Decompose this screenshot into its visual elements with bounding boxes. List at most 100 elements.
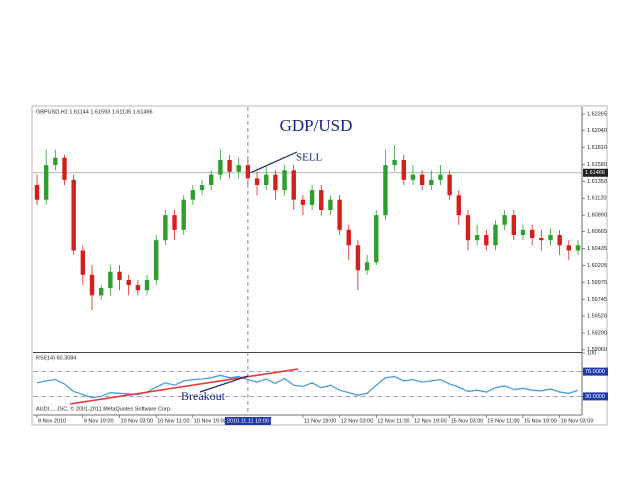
x-tick-label: 12 Nov 19:00 — [414, 418, 447, 424]
breakout-line — [199, 375, 249, 393]
candle-body — [71, 179, 76, 251]
candle-body — [529, 229, 535, 238]
candle-body — [410, 174, 416, 180]
trend-line — [69, 368, 299, 405]
candle-body — [282, 170, 287, 191]
y-tick-label: 1.60205 — [587, 263, 607, 269]
y-tick-label: 1.62040 — [587, 128, 607, 134]
sell-annotation: SELL — [296, 152, 323, 164]
candle-body — [575, 245, 581, 251]
candle-body — [337, 199, 342, 230]
y-tick-label: 1.60435 — [587, 246, 607, 252]
candle-body — [502, 215, 507, 225]
candle-body — [181, 199, 186, 230]
x-tick-label: 15 Nov 19:00 — [524, 418, 557, 424]
candle-body — [89, 274, 95, 296]
candle-body — [511, 215, 517, 236]
x-tick-label: 11 Nov 19:00 — [304, 418, 336, 424]
candle-body — [43, 165, 49, 200]
candle-body — [227, 159, 232, 172]
candle-body — [190, 190, 196, 200]
candle-body — [374, 215, 379, 263]
x-tick-label: 8 Nov 2010 — [38, 418, 66, 424]
candle-body — [291, 170, 296, 200]
candle-body — [264, 174, 269, 185]
chart-header: GBPUSD,H1 1.61144 1.61593 1.61135 1.6146… — [36, 109, 153, 115]
candle-body — [300, 199, 306, 205]
chart-title: GDP/USD — [280, 116, 353, 135]
x-tick-label: 12 Nov 11:00 — [377, 418, 409, 424]
candle-body — [209, 174, 214, 185]
candle-body — [53, 157, 58, 166]
candle-body — [144, 279, 150, 291]
y-tick-label: 1.61120 — [587, 196, 606, 202]
chart-frame — [31, 105, 608, 426]
y-tick-label: 1.59520 — [587, 313, 607, 319]
candle-body — [135, 285, 141, 291]
candle-body — [126, 279, 131, 286]
candle-body — [98, 287, 104, 296]
candle-body — [401, 159, 406, 180]
candle-body — [484, 235, 489, 246]
candle-body — [539, 237, 544, 241]
candle-body — [474, 235, 480, 241]
y-tick-label: 70.0000 — [585, 369, 605, 375]
current-price-label: 1.61466 — [585, 170, 605, 176]
candle-body — [319, 190, 324, 211]
x-tick-label: 16 Nov 03:00 — [561, 418, 594, 424]
candle-body — [465, 215, 471, 241]
candle-body — [355, 245, 361, 271]
candle-body — [172, 215, 177, 230]
y-tick-label: 1.61580 — [587, 162, 607, 168]
candle-body — [218, 159, 223, 175]
x-tick-label: 15 Nov 03:00 — [451, 418, 484, 424]
candle-body — [254, 178, 260, 185]
candle-body — [429, 179, 434, 185]
candle-body — [163, 215, 168, 241]
y-tick-label: 1.61350 — [587, 179, 607, 185]
y-tick-label: 1.60665 — [587, 229, 607, 235]
x-tick-label: 12 Nov 03:00 — [341, 418, 374, 424]
candle-body — [493, 224, 498, 246]
candle-body — [383, 165, 388, 216]
candle-body — [80, 250, 86, 275]
candle-body — [199, 184, 205, 191]
y-tick-label: 1.61810 — [587, 145, 607, 151]
y-tick-label: 1.60890 — [587, 213, 607, 219]
candle-body — [273, 174, 278, 191]
candle-body — [108, 271, 113, 288]
copyright: AUDI..., JSC, © 2001-2011 MetaQuotes Sof… — [36, 405, 172, 412]
y-tick-label: 30.0000 — [585, 394, 605, 400]
candle-body — [236, 165, 241, 172]
breakout-annotation: Breakout — [181, 389, 226, 403]
candle-body — [117, 271, 122, 280]
y-tick-label: 1.59975 — [587, 280, 607, 286]
candle-body — [419, 174, 425, 185]
level-label-box — [583, 392, 608, 401]
current-price-box — [583, 168, 608, 177]
candle-body — [328, 199, 333, 211]
candle-body — [548, 235, 553, 241]
x-tick-label: 15 Nov 11:00 — [487, 418, 519, 424]
crosshair-box — [224, 417, 271, 425]
candle-body — [154, 240, 159, 280]
candle-body — [520, 229, 526, 236]
candle-body — [309, 190, 315, 205]
level-label-box — [583, 367, 608, 376]
rsi-line — [36, 374, 579, 399]
y-tick-label: 1.59290 — [587, 330, 607, 336]
y-tick-label: 1.59745 — [587, 297, 607, 303]
x-tick-label: 9 Nov 19:00 — [84, 418, 114, 424]
y-tick-label: 1.62265 — [587, 111, 607, 117]
x-tick-label: 10 Nov 03:00 — [121, 418, 154, 424]
candle-body — [392, 159, 397, 166]
x-tick-label: 10 Nov 11:00 — [157, 418, 189, 424]
candle-body — [447, 174, 452, 196]
candle-body — [456, 195, 461, 216]
crosshair-label: 2010.11.11 10:00 — [227, 418, 269, 424]
candle-body — [438, 174, 443, 180]
rsi-label: RSI(14) 60.3084 — [36, 355, 76, 361]
candle-body — [34, 184, 40, 200]
candle-body — [346, 229, 351, 246]
